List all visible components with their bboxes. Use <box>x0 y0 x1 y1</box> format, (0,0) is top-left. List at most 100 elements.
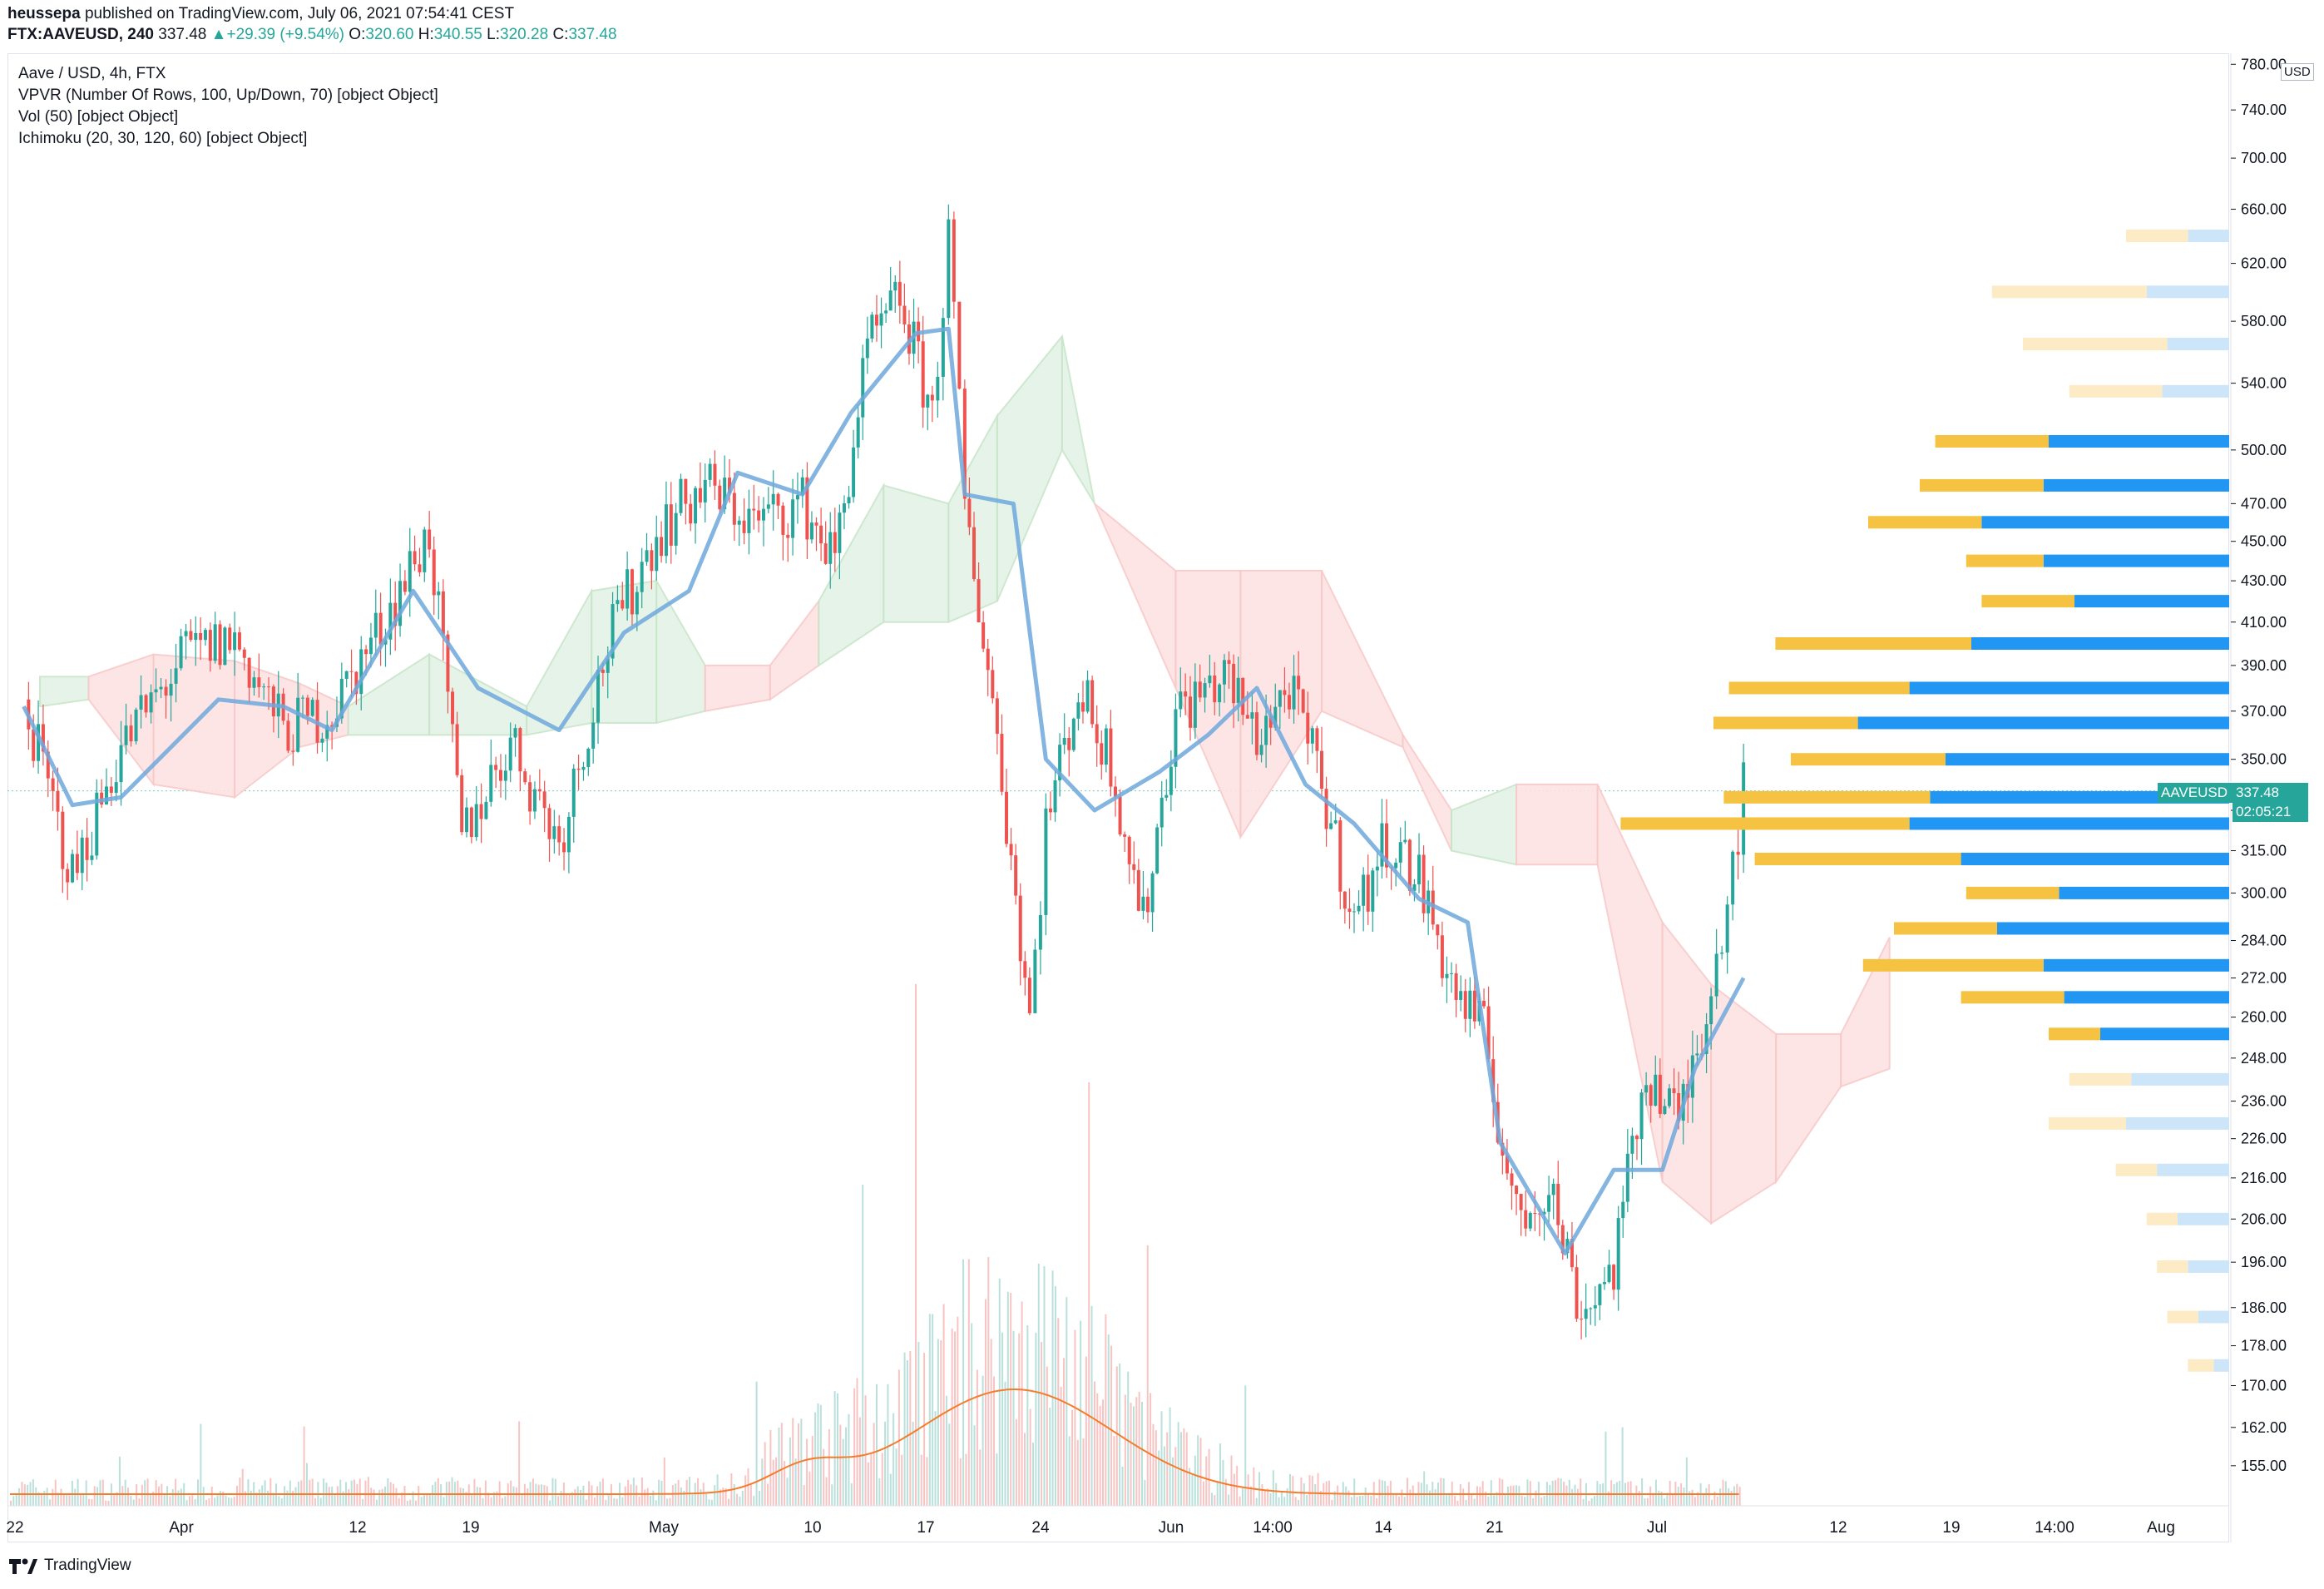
volume-bar <box>1267 1488 1269 1506</box>
vpvr-down-bar <box>1966 886 2059 899</box>
legend-vpvr[interactable]: VPVR (Number Of Rows, 100, Up/Down, 70) … <box>18 87 438 104</box>
vpvr-down-bar <box>2023 337 2168 350</box>
volume-bar <box>437 1478 439 1506</box>
vpvr-up-bar <box>1857 716 2229 730</box>
volume-bar <box>12 1496 15 1506</box>
volume-bar <box>144 1480 146 1506</box>
volume-bar <box>37 1492 40 1506</box>
vpvr-down-bar <box>1791 753 1946 766</box>
volume-bar <box>1068 1436 1071 1506</box>
volume-bar <box>1138 1392 1140 1506</box>
volume-bar <box>409 1499 412 1506</box>
volume-bar <box>1524 1497 1526 1506</box>
legend-title[interactable]: Aave / USD, 4h, FTX <box>18 65 166 82</box>
candle-body <box>242 649 246 658</box>
volume-bar <box>897 1369 900 1506</box>
candle-body <box>1607 1265 1611 1283</box>
volume-bar <box>418 1486 420 1506</box>
candle-body <box>694 488 698 524</box>
volume-bar <box>976 1369 978 1506</box>
volume-bar <box>101 1479 104 1506</box>
vpvr-up-bar <box>2049 434 2229 448</box>
candle-body <box>776 493 780 506</box>
volume-bar <box>280 1498 283 1506</box>
close-value: 337.48 <box>568 26 617 43</box>
volume-bar <box>1029 1408 1031 1506</box>
volume-bar <box>1646 1497 1649 1506</box>
currency-label[interactable]: USD <box>2281 63 2314 81</box>
volume-bar <box>1306 1495 1308 1506</box>
legend-ichimoku[interactable]: Ichimoku (20, 30, 120, 60) [object Objec… <box>18 130 308 147</box>
candle-body <box>982 622 986 649</box>
volume-bar <box>677 1479 680 1506</box>
candle-body <box>679 478 683 513</box>
volume-bar <box>1015 1418 1017 1506</box>
price-tick-label: 500.00 <box>2241 442 2287 458</box>
candle-body <box>1333 820 1338 824</box>
volume-bar <box>1512 1485 1515 1506</box>
volume-bar <box>1493 1495 1496 1506</box>
ichimoku-cloud-segment <box>1775 1032 1842 1185</box>
candle-body <box>972 527 977 580</box>
candle-body <box>1695 1053 1699 1056</box>
candle-body <box>1136 869 1140 911</box>
volume-bar <box>901 1454 903 1506</box>
volume-bar <box>515 1487 517 1506</box>
volume-bar <box>1308 1475 1311 1506</box>
candle-body <box>1198 681 1202 698</box>
volume-bar <box>1080 1320 1082 1506</box>
candle-body <box>124 725 128 745</box>
volume-bar <box>1171 1457 1174 1506</box>
candle-body <box>257 677 261 688</box>
candle-body <box>1132 864 1136 870</box>
volume-bar <box>196 1479 199 1506</box>
volume-bar <box>1076 1439 1079 1506</box>
candle-body <box>305 697 309 716</box>
volume-bar <box>853 1388 856 1506</box>
volume-bar <box>403 1486 406 1506</box>
price-tick-label: 236.00 <box>2241 1093 2287 1110</box>
volume-bar <box>724 1488 727 1506</box>
volume-bar <box>292 1490 294 1506</box>
time-tick-label: 10 <box>804 1519 821 1537</box>
volume-bar <box>462 1488 465 1506</box>
volume-bar <box>1549 1484 1551 1506</box>
candle-body <box>1315 728 1319 751</box>
volume-bar <box>728 1498 730 1506</box>
candle-body <box>616 600 620 605</box>
volume-bar <box>350 1480 353 1506</box>
vpvr-up-bar <box>2126 1116 2229 1130</box>
volume-bar <box>149 1495 151 1506</box>
candle-body <box>795 495 799 500</box>
ichimoku-cloud-segment <box>1061 336 1095 504</box>
volume-bar <box>1364 1488 1367 1506</box>
volume-bar <box>1194 1455 1196 1506</box>
candle-body <box>1227 660 1231 664</box>
candle-body <box>645 550 649 562</box>
legend-vol[interactable]: Vol (50) [object Object] <box>18 108 179 126</box>
volume-bar <box>18 1488 21 1506</box>
volume-bar <box>342 1491 344 1506</box>
volume-bar <box>1434 1489 1436 1506</box>
candle-body <box>169 683 173 696</box>
candle-body <box>203 630 207 641</box>
candle-body <box>1297 676 1301 690</box>
volume-bar <box>443 1497 445 1506</box>
volume-bar <box>532 1478 534 1506</box>
volume-bar <box>1166 1432 1169 1506</box>
volume-bar <box>1576 1488 1579 1506</box>
volume-bar <box>412 1491 414 1506</box>
volume-bar <box>881 1453 883 1506</box>
volume-bar <box>406 1500 408 1506</box>
candle-body <box>1422 854 1426 913</box>
volume-bar <box>116 1492 118 1506</box>
ichimoku-cloud-segment <box>39 676 90 708</box>
candle-body <box>1287 695 1291 710</box>
volume-bar <box>568 1493 571 1506</box>
volume-bar <box>1124 1394 1126 1506</box>
volume-bar <box>1314 1483 1317 1506</box>
candle-body <box>1366 874 1370 912</box>
volume-bar <box>432 1485 434 1506</box>
candle-body <box>1486 1006 1491 1060</box>
